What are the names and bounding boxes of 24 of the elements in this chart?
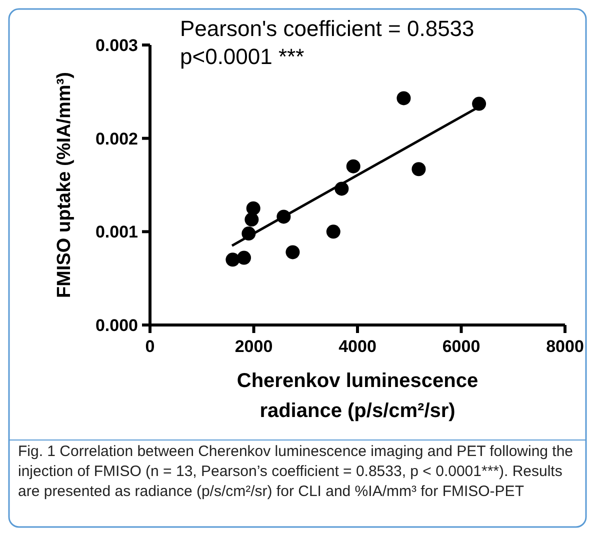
point [244,212,259,227]
x-tick-label: 2000 [234,337,273,356]
y-axis-title: FMISO uptake (%IA/mm³) [54,72,75,298]
y-tick-label: 0.002 [95,129,138,148]
annotation: p<0.0001 *** [180,44,305,69]
caption: Fig. 1 Correlation between Cherenkov luminescence imaging and PET following the injection of FMISO (n = 13, Pearson’s coefficient = 0.8533, p < 0.0001***). Results are presented as radiance (p/s/cm²/sr) for CLI and %IA/mm³ for FMISO-PET [18,442,574,502]
y-tick-label: 0.003 [95,36,138,55]
point [236,250,251,265]
y-tick-label: 0.000 [95,316,138,335]
x-tick-label: 6000 [442,337,480,356]
x-tick-label: 0 [145,337,155,356]
point [286,245,300,260]
x-tick-label: 4000 [338,337,376,356]
point [412,162,426,176]
point [346,159,360,174]
text: Pearson's coefficient = 0.8533 [180,16,474,41]
point [326,224,340,239]
y-tick-label: 0.001 [95,222,138,242]
x-axis-title: Cherenkov luminescence radiance (p/s/cm²/sr) [236,370,478,422]
point [472,96,486,111]
point [246,201,260,216]
x-tick-label: 8000 [546,337,584,356]
point [396,91,411,106]
point [226,252,240,267]
